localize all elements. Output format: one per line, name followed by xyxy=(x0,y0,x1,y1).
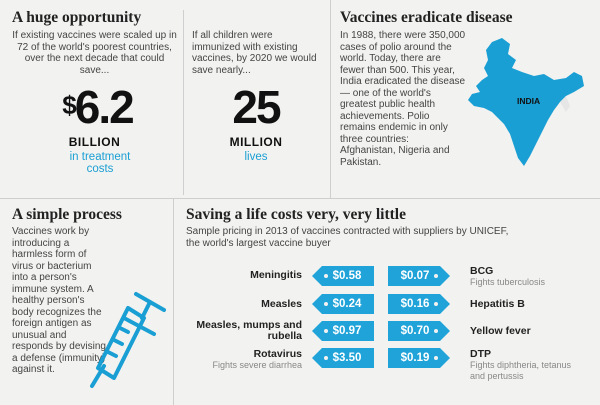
vaccine-name: Rotavirus xyxy=(253,348,302,360)
vaccine-entry: DTP Fights diphtheria, tetanus and pertus… xyxy=(470,349,575,382)
price-tag: $0.07 xyxy=(388,266,450,286)
vaccine-name: Meningitis xyxy=(250,269,302,281)
savings-unit: BILLION xyxy=(68,135,121,149)
process-title: A simple process xyxy=(12,206,122,223)
price-tag: $0.70 xyxy=(388,321,450,341)
vaccine-name: Measles, mumps and rubella xyxy=(196,319,302,342)
costs-title: Saving a life costs very, very little xyxy=(186,206,406,223)
price-tag-value: $0.70 xyxy=(400,325,430,337)
vaccine-note: Fights tuberculosis xyxy=(470,277,546,287)
savings-value: 6.2 xyxy=(74,81,135,133)
lives-caption: lives xyxy=(244,151,268,163)
vaccine-name: DTP xyxy=(470,348,491,360)
vaccine-name: BCG xyxy=(470,265,494,277)
india-label: INDIA xyxy=(517,96,540,106)
price-tag-value: $0.58 xyxy=(332,270,362,282)
vaccine-name: Measles xyxy=(261,298,302,310)
vaccine-name: Yellow fever xyxy=(470,325,531,337)
opportunity-left-text: If existing vaccines were scaled up in 7… xyxy=(12,30,177,76)
vaccine-note: Fights diphtheria, tetanus and pertussis xyxy=(470,360,572,381)
divider xyxy=(330,0,331,198)
eradicate-title: Vaccines eradicate disease xyxy=(340,9,513,26)
price-tag: $0.58 xyxy=(312,266,374,286)
opportunity-right-text: If all children were immunized with exis… xyxy=(192,30,317,76)
process-text: Vaccines work by introducing a harmless … xyxy=(12,226,106,375)
opportunity-title: A huge opportunity xyxy=(12,9,142,26)
price-tag: $0.16 xyxy=(388,294,450,314)
india-shape xyxy=(468,38,584,166)
price-tag-value: $3.50 xyxy=(332,352,362,364)
vaccine-name: Hepatitis B xyxy=(470,298,525,310)
lives-value: 25 xyxy=(232,81,281,133)
divider xyxy=(173,198,174,405)
divider xyxy=(0,198,600,199)
costs-subtitle: Sample pricing in 2013 of vaccines contr… xyxy=(186,226,509,249)
price-tag: $0.97 xyxy=(312,321,374,341)
price-tag-value: $0.97 xyxy=(332,325,362,337)
lives-unit: MILLION xyxy=(229,135,283,149)
savings-stat: $6.2 xyxy=(40,82,155,132)
india-map-icon: INDIA xyxy=(468,38,584,166)
currency-sign: $ xyxy=(62,90,77,120)
price-tag-value: $0.19 xyxy=(400,352,430,364)
price-tag: $0.19 xyxy=(388,348,450,368)
vaccine-entry: Rotavirus Fights severe diarrhea xyxy=(196,349,302,371)
vaccine-note: Fights severe diarrhea xyxy=(212,360,302,370)
price-tag-value: $0.16 xyxy=(400,298,430,310)
price-tag-value: $0.07 xyxy=(400,270,430,282)
price-tag: $0.24 xyxy=(312,294,374,314)
price-tag: $3.50 xyxy=(312,348,374,368)
price-tag-value: $0.24 xyxy=(332,298,362,310)
syringe-icon xyxy=(90,292,166,388)
vaccine-entry: BCG Fights tuberculosis xyxy=(470,266,590,288)
eradicate-text: In 1988, there were 350,000 cases of pol… xyxy=(340,30,466,168)
divider xyxy=(183,10,184,195)
savings-caption: in treatment costs xyxy=(69,151,131,175)
